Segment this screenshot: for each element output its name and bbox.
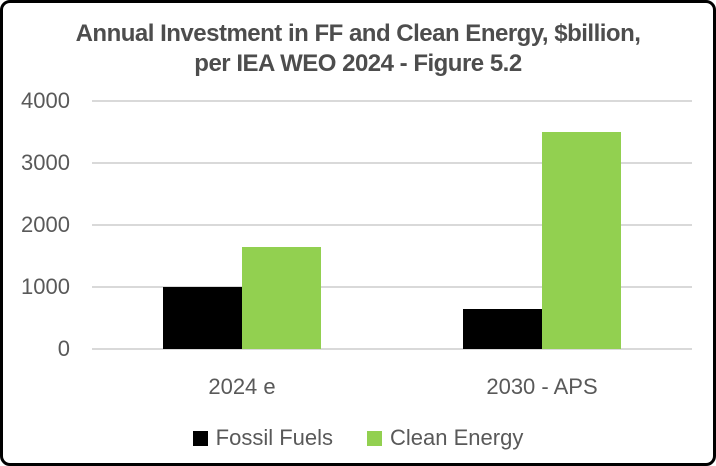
- chart-title-line2: per IEA WEO 2024 - Figure 5.2: [194, 50, 522, 77]
- legend-swatch-icon: [367, 430, 383, 446]
- gridline-4000: [92, 100, 692, 102]
- gridline-1000: [92, 286, 692, 288]
- y-tick-label-3000: 3000: [21, 150, 70, 175]
- chart-title-line1: Annual Investment in FF and Clean Energy…: [75, 20, 641, 47]
- legend-item-fossil-fuels: Fossil Fuels: [192, 425, 334, 451]
- y-tick-label-1000: 1000: [21, 274, 70, 299]
- x-category-label-1: 2024 e: [208, 374, 276, 399]
- chart-title: Annual Investment in FF and Clean Energy…: [3, 19, 713, 79]
- y-tick-label-4000: 4000: [21, 88, 70, 113]
- legend-swatch-icon: [192, 430, 208, 446]
- y-tick-label-2000: 2000: [21, 212, 70, 237]
- legend: Fossil Fuels Clean Energy: [3, 425, 713, 451]
- gridline-2000: [92, 224, 692, 226]
- legend-item-clean-energy: Clean Energy: [367, 425, 523, 451]
- gridline-0: [92, 348, 692, 350]
- y-tick-label-0: 0: [57, 336, 70, 361]
- bar-clean-energy-1: [242, 246, 321, 349]
- bar-fossil-fuels-2: [463, 308, 542, 349]
- bar-clean-energy-2: [542, 132, 621, 349]
- legend-label: Clean Energy: [390, 425, 524, 450]
- x-category-label-2: 2030 - APS: [486, 374, 598, 399]
- gridline-3000: [92, 162, 692, 164]
- plot-area: 0 1000 2000 3000 4000 2024 e 2030 - APS: [3, 3, 713, 463]
- legend-label: Fossil Fuels: [215, 425, 334, 450]
- bar-fossil-fuels-1: [163, 287, 242, 349]
